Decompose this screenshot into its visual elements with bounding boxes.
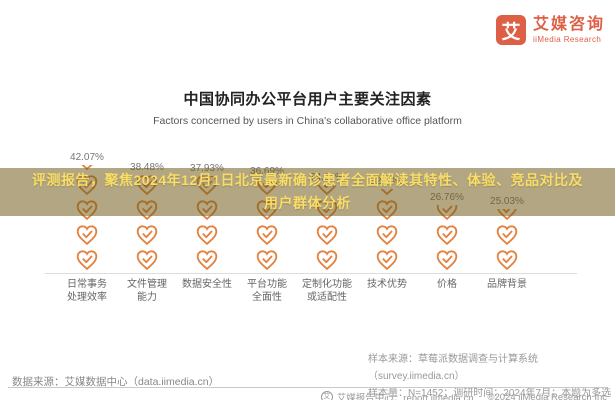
category-label: 文件管理 能力 xyxy=(127,279,167,303)
iimedia-badge-icon: 艾 xyxy=(320,391,333,400)
sample-info-note: 样本量：N=1452；调研时间：2024年7月；本题为多选 xyxy=(368,388,612,399)
heart-check-icon xyxy=(316,250,338,271)
heart-check-icon xyxy=(76,225,98,246)
category-label: 平台功能 全面性 xyxy=(247,279,287,303)
categories-row: 日常事务 处理效率 文件管理 能力 数据安全性 平台功能 全面性 定制化功能 或适配性 技… xyxy=(57,278,537,304)
bar-value-label: 38.48% xyxy=(130,161,164,173)
heart-check-icon xyxy=(196,250,218,271)
x-axis-line xyxy=(45,273,577,274)
bar-value-label: 42.07% xyxy=(70,152,104,164)
heart-check-icon xyxy=(316,225,338,246)
brand-name-en: iiMedia Research xyxy=(532,34,602,44)
data-source-note: 数据来源：艾媒数据中心（data.iimedia.cn） xyxy=(12,376,220,388)
iimedia-logo: 艾 艾媒咨询 iiMedia Research xyxy=(495,15,605,45)
overlay-band: 评测报告，聚焦2024年12月1日北京最新确诊患者全面解读其特性、体验、竞品对比… xyxy=(0,168,615,216)
heart-check-icon xyxy=(496,250,518,271)
chart-title: 中国协同办公平台用户主要关注因素 xyxy=(183,91,432,108)
category-label: 价格 xyxy=(437,279,457,290)
sample-source-note: 样本来源：草莓派数据调查与计算系统（survey.iimedia.cn） xyxy=(368,354,538,382)
heart-check-icon xyxy=(196,225,218,246)
report-center-note: 艾媒报告中心：report.iimedia.cn xyxy=(336,393,474,400)
heart-check-icon xyxy=(436,225,458,246)
category-label: 日常事务 处理效率 xyxy=(67,279,107,303)
overlay-text: 评测报告，聚焦2024年12月1日北京最新确诊患者全面解读其特性、体验、竞品对比… xyxy=(31,172,583,211)
heart-check-icon xyxy=(436,250,458,271)
heart-check-icon xyxy=(256,250,278,271)
heart-check-icon xyxy=(76,250,98,271)
heart-check-icon xyxy=(256,225,278,246)
pictogram-bar xyxy=(494,208,520,273)
category-label: 定制化功能 或适配性 xyxy=(302,279,352,303)
brand-name-cn: 艾媒咨询 xyxy=(532,15,605,33)
category-label: 品牌背景 xyxy=(487,279,527,290)
heart-check-icon xyxy=(376,225,398,246)
heart-check-icon xyxy=(136,250,158,271)
category-label: 数据安全性 xyxy=(182,279,232,290)
heart-check-icon xyxy=(136,225,158,246)
chart-subtitle: Factors concerned by users in China's co… xyxy=(153,115,462,127)
copyright-note: ©2024 iiMedia Research Inc xyxy=(487,391,607,400)
category-label: 技术优势 xyxy=(367,279,407,290)
heart-check-icon xyxy=(376,250,398,271)
iimedia-logo-icon: 艾 xyxy=(495,15,526,45)
footer-divider xyxy=(8,387,607,388)
heart-check-icon xyxy=(496,225,518,246)
